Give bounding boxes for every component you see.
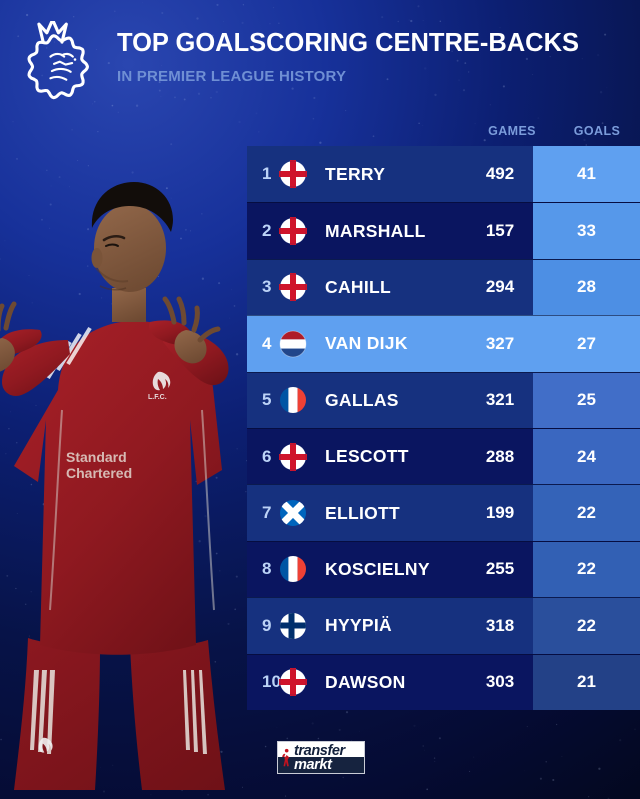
svg-text:Chartered: Chartered	[66, 465, 132, 481]
svg-text:Standard: Standard	[66, 449, 127, 465]
svg-text:L.F.C.: L.F.C.	[148, 394, 167, 401]
